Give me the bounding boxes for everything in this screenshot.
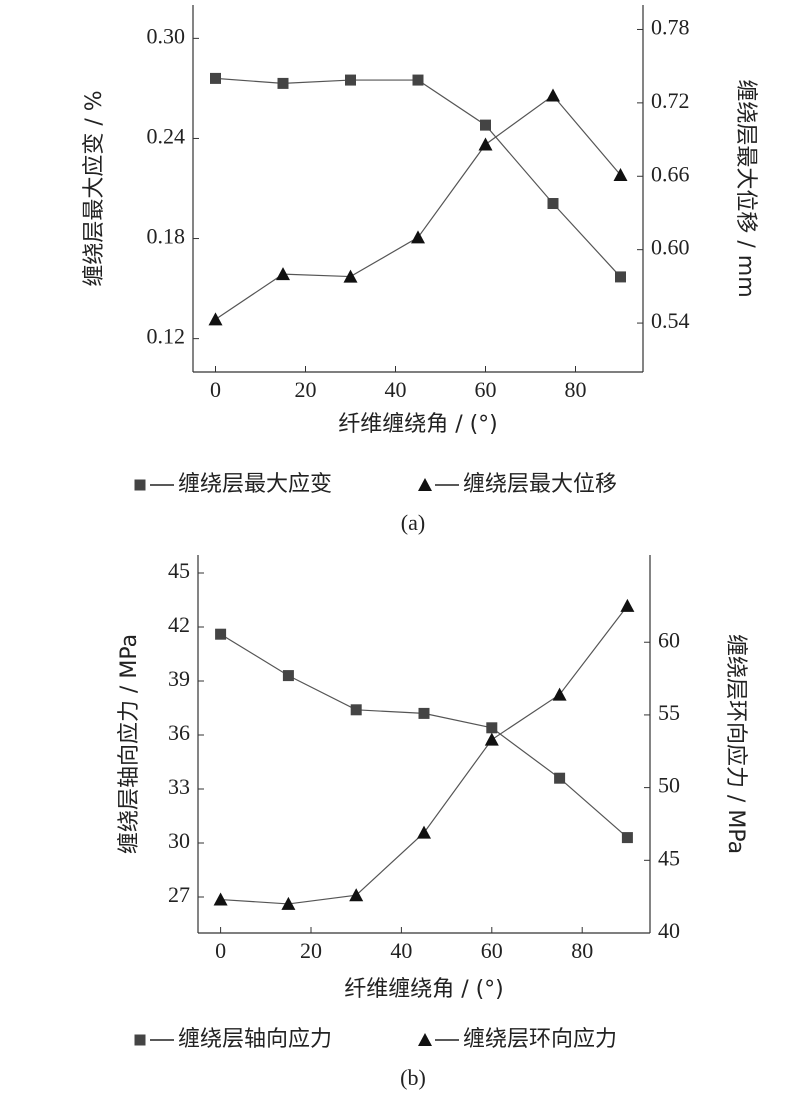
y-tick-label: 0.12 bbox=[147, 324, 186, 349]
data-point bbox=[613, 168, 628, 182]
y2-tick-label: 45 bbox=[658, 845, 680, 870]
data-point bbox=[615, 271, 626, 283]
legend-label: 缠绕层最大应变 bbox=[178, 472, 332, 497]
x-tick-label: 20 bbox=[295, 377, 317, 402]
y2-tick-label: 55 bbox=[658, 700, 680, 725]
x-axis-label: 纤维缠绕角 / (°) bbox=[344, 977, 504, 1002]
y-axis-label: 缠绕层轴向应力 / MPa bbox=[117, 634, 142, 854]
legend-marker bbox=[418, 1033, 432, 1046]
series-line bbox=[220, 605, 628, 905]
y2-tick-label: 50 bbox=[658, 773, 680, 798]
y-tick-label: 0.24 bbox=[147, 124, 186, 149]
data-point bbox=[552, 687, 567, 701]
y-tick-label: 30 bbox=[168, 828, 190, 853]
caption: (b) bbox=[400, 1065, 426, 1090]
data-point bbox=[350, 704, 362, 716]
data-point bbox=[417, 825, 431, 839]
y2-axis-label: 缠绕层最大位移 / mm bbox=[733, 79, 758, 297]
data-point bbox=[412, 74, 424, 86]
legend-marker bbox=[418, 478, 432, 491]
x-tick-label: 0 bbox=[210, 377, 221, 402]
legend-marker bbox=[134, 1034, 146, 1046]
y-tick-label: 36 bbox=[168, 720, 190, 745]
legend-label: 缠绕层环向应力 bbox=[463, 1027, 617, 1052]
series-line bbox=[220, 633, 628, 839]
data-point bbox=[478, 137, 493, 151]
data-point bbox=[345, 74, 356, 86]
y2-tick-label: 60 bbox=[658, 627, 680, 652]
series-line bbox=[215, 94, 621, 320]
y-tick-label: 27 bbox=[168, 882, 190, 907]
caption: (a) bbox=[401, 510, 425, 535]
data-point bbox=[213, 892, 228, 906]
y2-tick-label: 0.60 bbox=[651, 235, 690, 260]
data-point bbox=[480, 119, 491, 131]
data-point bbox=[554, 772, 566, 784]
y-tick-label: 0.18 bbox=[147, 224, 186, 249]
x-tick-label: 60 bbox=[475, 377, 497, 402]
y-tick-label: 0.30 bbox=[147, 23, 186, 48]
y-tick-label: 42 bbox=[168, 612, 190, 637]
x-tick-label: 80 bbox=[571, 938, 593, 963]
y-tick-label: 33 bbox=[168, 774, 190, 799]
legend-marker bbox=[134, 479, 146, 491]
legend-label: 缠绕层最大位移 bbox=[463, 472, 617, 497]
data-point bbox=[277, 77, 289, 89]
data-point bbox=[418, 707, 430, 719]
y2-tick-label: 0.54 bbox=[651, 308, 690, 333]
y-tick-label: 39 bbox=[168, 666, 190, 691]
data-point bbox=[621, 832, 633, 844]
data-point bbox=[276, 267, 290, 281]
x-tick-label: 60 bbox=[481, 938, 503, 963]
data-point bbox=[547, 198, 559, 210]
data-point bbox=[411, 230, 425, 244]
data-point bbox=[546, 88, 560, 102]
x-tick-label: 40 bbox=[385, 377, 407, 402]
y2-tick-label: 0.72 bbox=[651, 88, 690, 113]
y-axis-label: 缠绕层最大应变 / % bbox=[82, 90, 107, 286]
x-tick-label: 20 bbox=[300, 938, 322, 963]
data-point bbox=[215, 628, 227, 640]
x-axis-label: 纤维缠绕角 / (°) bbox=[338, 412, 498, 437]
legend-label: 缠绕层轴向应力 bbox=[178, 1027, 332, 1052]
data-point bbox=[282, 670, 294, 682]
y2-tick-label: 0.66 bbox=[651, 161, 690, 186]
data-point bbox=[484, 732, 499, 746]
y2-tick-label: 40 bbox=[658, 918, 680, 943]
data-point bbox=[486, 722, 498, 734]
y2-tick-label: 0.78 bbox=[651, 15, 690, 40]
x-tick-label: 40 bbox=[390, 938, 412, 963]
data-point bbox=[620, 598, 635, 612]
data-point bbox=[349, 888, 364, 902]
data-point bbox=[210, 72, 221, 84]
series-line bbox=[215, 77, 621, 278]
x-tick-label: 0 bbox=[215, 938, 226, 963]
x-tick-label: 80 bbox=[565, 377, 587, 402]
data-point bbox=[343, 269, 358, 283]
y-tick-label: 45 bbox=[168, 558, 190, 583]
data-point bbox=[281, 896, 296, 910]
data-point bbox=[208, 312, 223, 326]
y2-axis-label: 缠绕层环向应力 / MPa bbox=[723, 634, 748, 854]
